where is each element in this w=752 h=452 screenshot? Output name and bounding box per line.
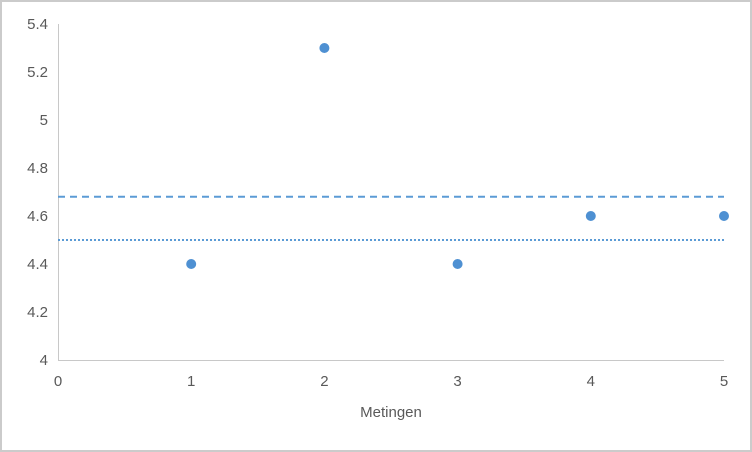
y-tick-labels: 4 4.2 4.4 4.6 4.8 5 5.2 5.4 bbox=[27, 16, 48, 369]
x-tick-label: 2 bbox=[320, 373, 328, 390]
data-point bbox=[186, 259, 197, 269]
reference-lines bbox=[58, 195, 724, 241]
y-tick-label: 4 bbox=[40, 352, 48, 369]
data-point bbox=[585, 211, 596, 221]
x-tick-label: 3 bbox=[453, 373, 461, 390]
y-tick-label: 4.6 bbox=[27, 208, 48, 225]
y-tick-label: 4.4 bbox=[27, 256, 48, 273]
y-tick-label: 5.4 bbox=[27, 16, 48, 33]
data-point bbox=[719, 211, 729, 221]
y-tick-label: 5.2 bbox=[27, 64, 48, 81]
y-tick-label: 4.2 bbox=[27, 304, 48, 321]
x-axis-title: Metingen bbox=[360, 404, 422, 421]
data-point bbox=[452, 259, 463, 269]
x-tick-label: 0 bbox=[54, 373, 62, 390]
x-tick-label: 4 bbox=[587, 373, 595, 390]
data-points bbox=[186, 43, 729, 269]
x-tick-label: 5 bbox=[720, 373, 728, 390]
data-point bbox=[319, 43, 330, 53]
x-tick-labels: 0 1 2 3 4 5 bbox=[54, 373, 728, 390]
y-tick-label: 4.8 bbox=[27, 160, 48, 177]
y-tick-label: 5 bbox=[40, 112, 48, 129]
x-tick-label: 1 bbox=[187, 373, 195, 390]
